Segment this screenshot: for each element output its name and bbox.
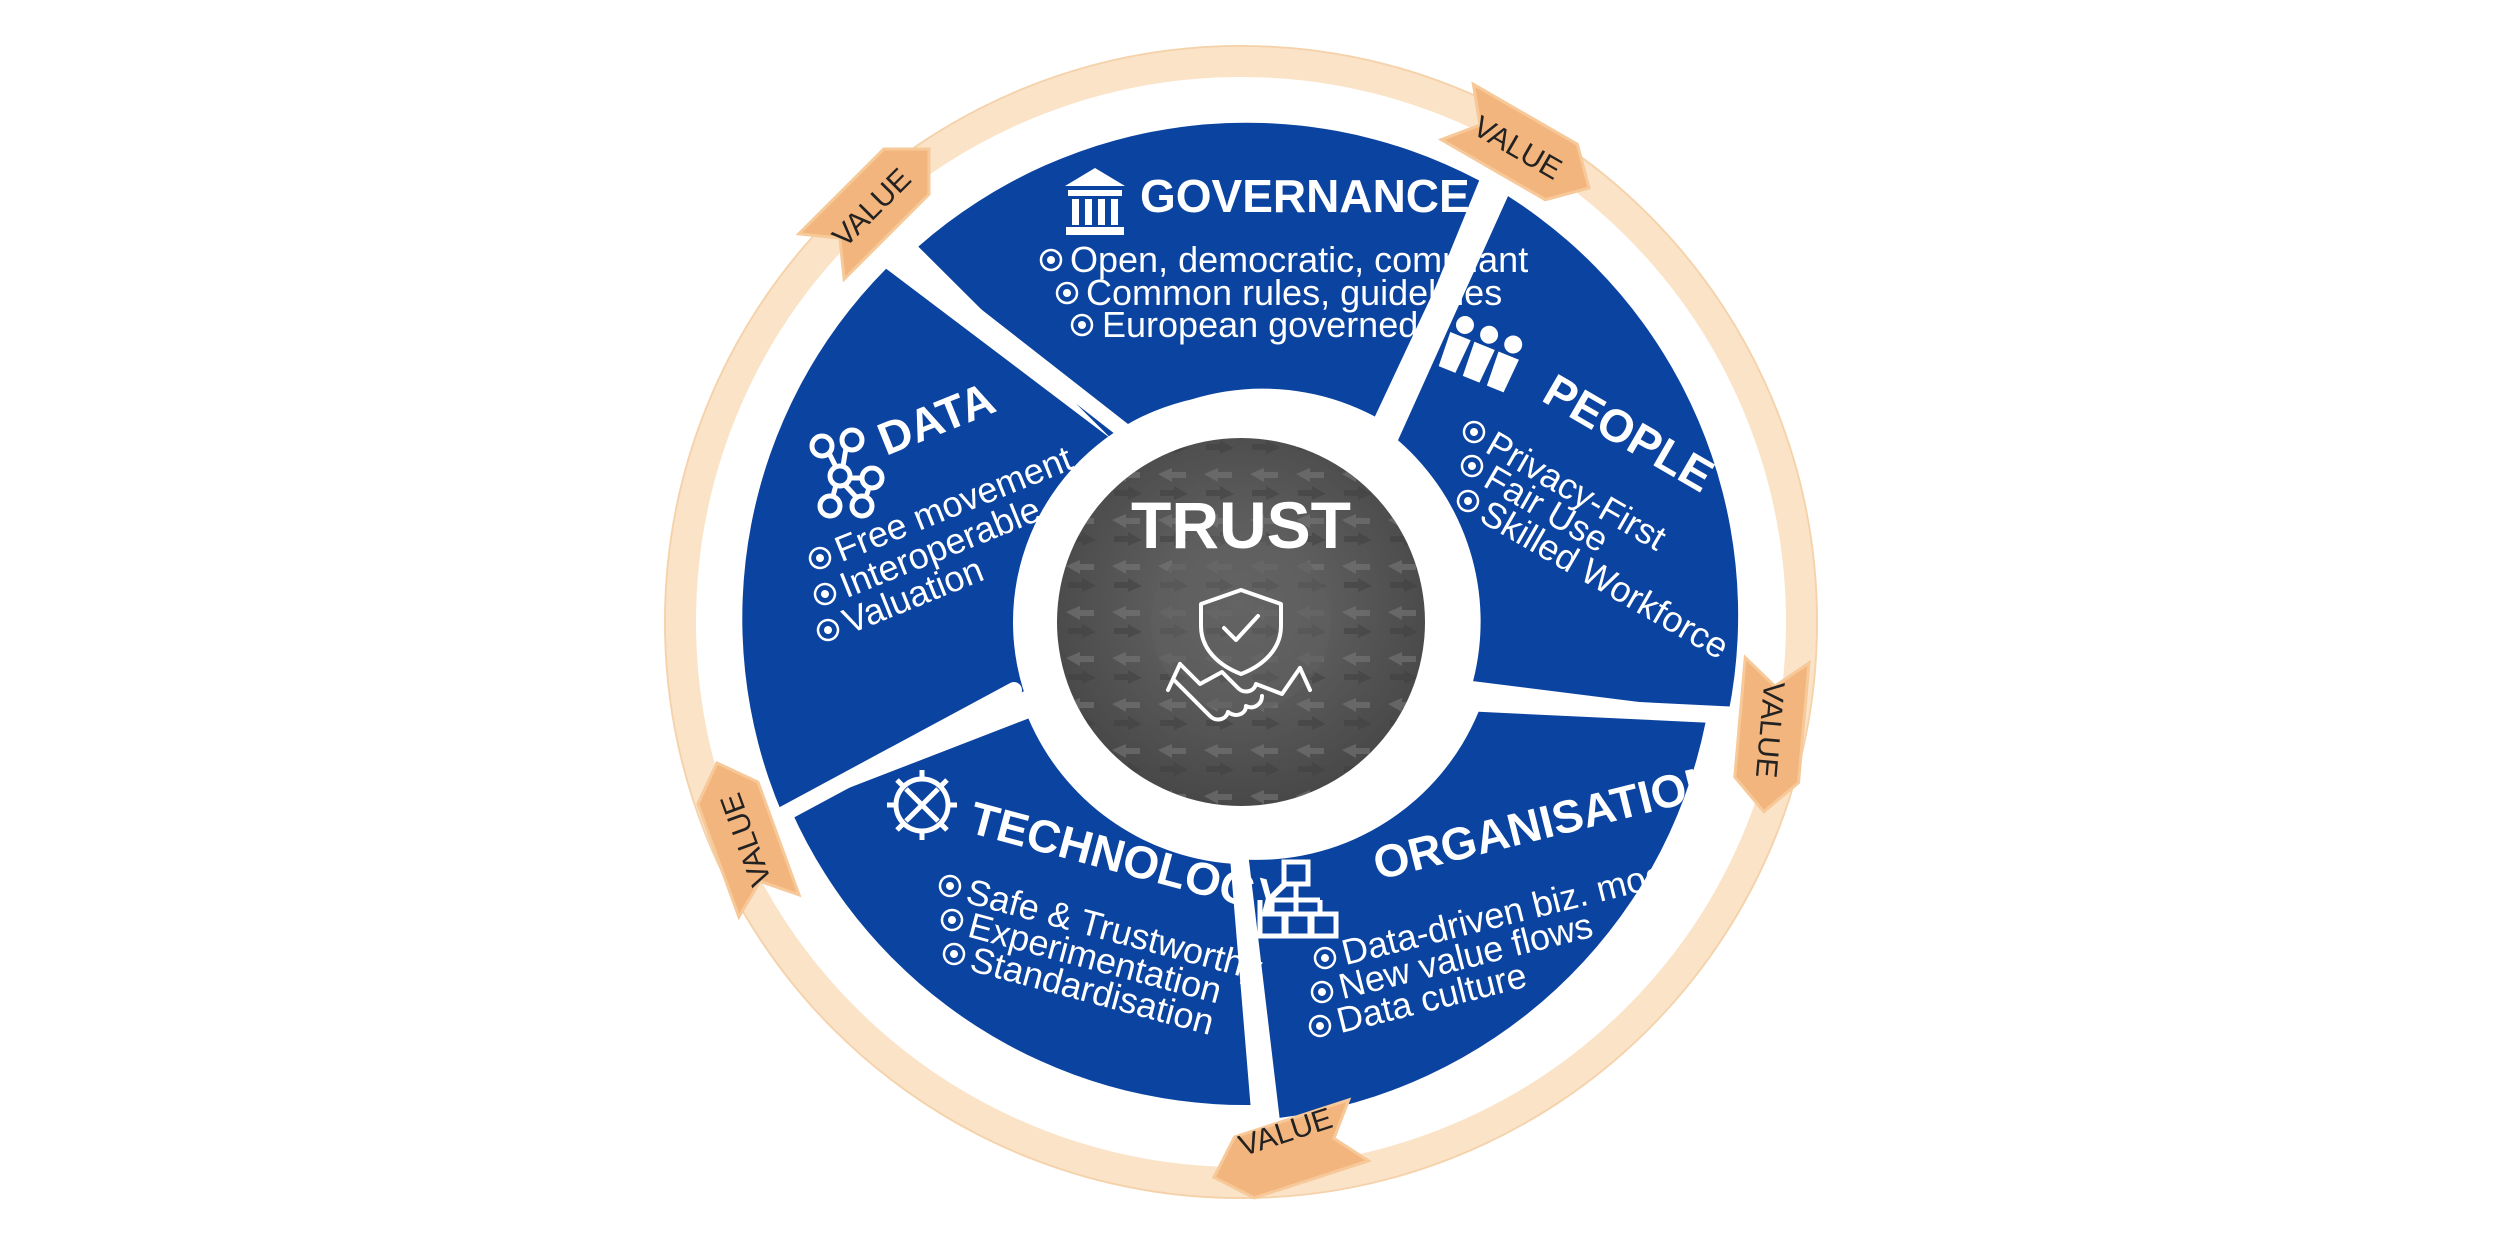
- value-arrow-right: VALUE: [1733, 654, 1811, 814]
- bullets-governance: Open, democratic, compliant Common rules…: [1039, 239, 1528, 345]
- org-chart-icon: [1257, 859, 1339, 939]
- segment-governance: GOVERNANCE Open, democratic, compliant C…: [1039, 168, 1528, 345]
- segment-people-shape: [1398, 196, 1739, 714]
- list-item: Open, democratic, compliant: [1070, 239, 1528, 280]
- segment-organisations-shape: [1248, 711, 1706, 1118]
- segment-governance-shape: [918, 122, 1480, 441]
- value-ring-edge: [664, 45, 1818, 1199]
- gear-tools-icon: [887, 770, 957, 840]
- segment-dividers: [772, 182, 1748, 1128]
- shield-handshake-icon: [1166, 588, 1312, 722]
- people-group-icon: [1438, 316, 1523, 393]
- value-arrow-left: VALUE: [696, 760, 802, 921]
- segments: [742, 122, 1739, 1118]
- segment-title-governance: GOVERNANCE: [1140, 170, 1470, 222]
- trust-title: TRUST: [1131, 488, 1351, 562]
- list-item: Common rules, guidelines: [1086, 272, 1502, 313]
- segment-technology-shape: [791, 718, 1251, 1106]
- government-building-icon: [1065, 168, 1125, 235]
- list-item: European governed: [1102, 304, 1418, 345]
- data-network-icon: [809, 427, 885, 519]
